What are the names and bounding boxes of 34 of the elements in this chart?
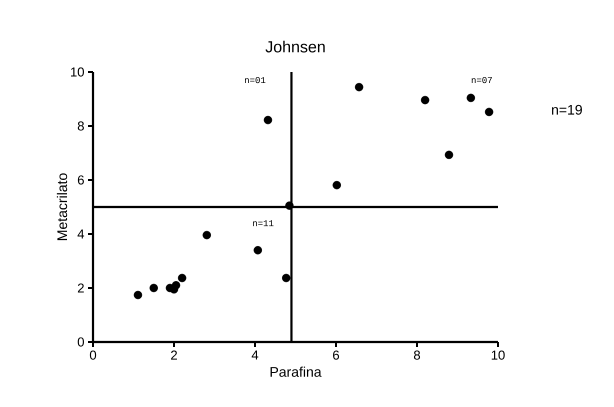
y-tick-label: 0 xyxy=(78,337,84,347)
x-tick-label: 8 xyxy=(414,350,420,360)
point xyxy=(484,108,494,116)
point xyxy=(444,150,454,160)
chart-title: Johnsen xyxy=(266,40,325,52)
point xyxy=(202,230,212,240)
point xyxy=(134,290,142,300)
point xyxy=(285,201,294,210)
point xyxy=(466,94,476,102)
point xyxy=(178,274,186,282)
point xyxy=(354,82,364,92)
y-tick-label: 4 xyxy=(78,230,84,238)
x-tick-label: 6 xyxy=(333,350,340,360)
x-tick-label: 2 xyxy=(171,350,177,360)
point xyxy=(420,96,430,104)
y-tick-label: 8 xyxy=(78,121,84,131)
y-axis-title: Metacrilato xyxy=(56,173,68,240)
point xyxy=(254,246,262,254)
x-tick-label: 10 xyxy=(492,350,505,360)
point xyxy=(150,284,158,292)
text: n=19 xyxy=(552,104,582,115)
x-tick-label: 0 xyxy=(90,350,96,360)
y-tick-label: 10 xyxy=(71,67,84,77)
x-axis-title: Parafina xyxy=(270,366,322,377)
point xyxy=(332,180,342,190)
x-tick-label: 4 xyxy=(252,350,258,360)
point xyxy=(264,116,272,124)
annotation: n=01 xyxy=(244,77,266,84)
annotation: n=07 xyxy=(472,77,492,84)
y-tick-label: 6 xyxy=(78,175,84,185)
annotation: n=11 xyxy=(253,220,274,226)
point xyxy=(172,281,180,290)
y-tick-label: 2 xyxy=(78,283,84,293)
point xyxy=(282,274,290,282)
